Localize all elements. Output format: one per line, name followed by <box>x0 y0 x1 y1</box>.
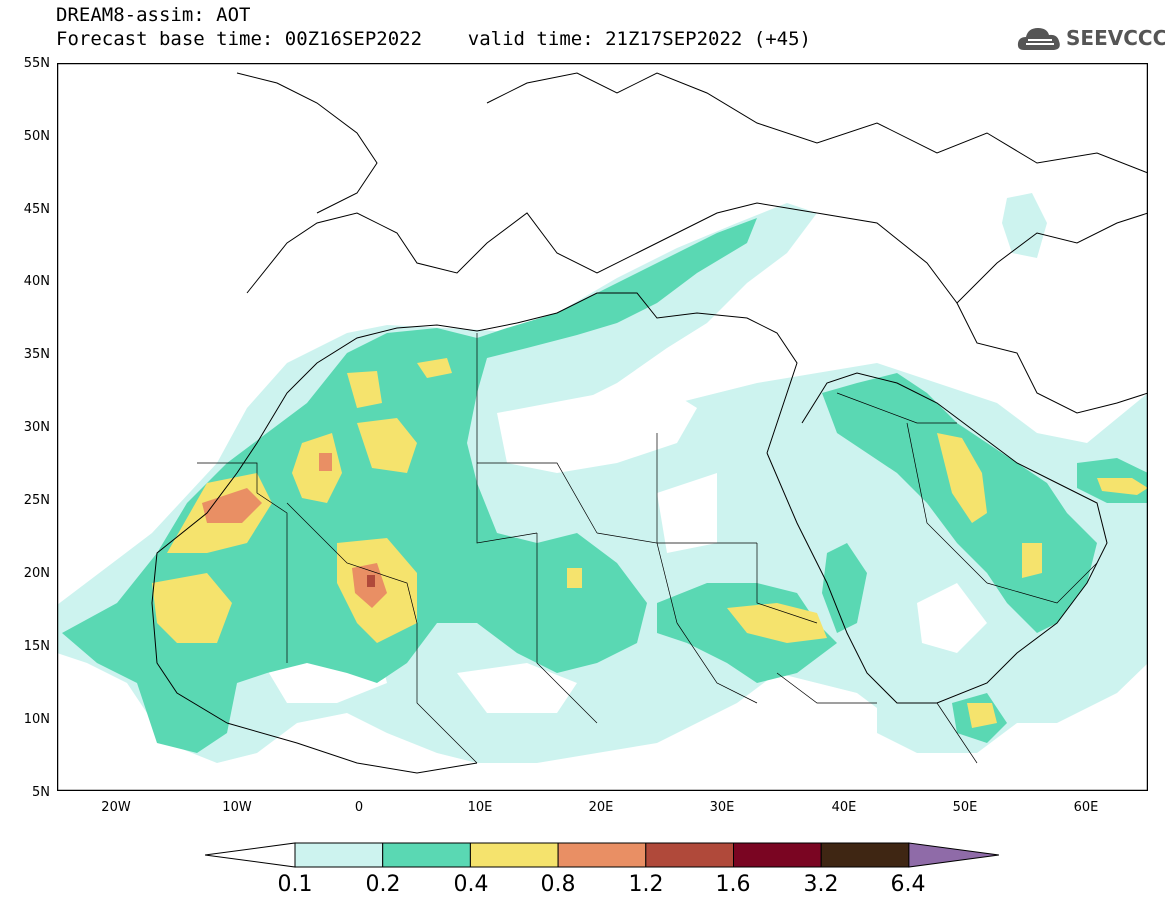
lon-label: 10E <box>467 800 493 815</box>
lon-label: 20W <box>101 800 131 815</box>
lat-label: 30N <box>23 420 50 435</box>
lon-label: 10W <box>222 800 252 815</box>
aot-map <box>57 63 1148 791</box>
lon-label: 30E <box>709 800 735 815</box>
lon-label: 20E <box>588 800 614 815</box>
logo-text: SEEVCCC <box>1066 26 1165 50</box>
forecast-times: Forecast base time: 00Z16SEP2022 valid t… <box>56 28 811 50</box>
lat-label: 45N <box>23 202 50 217</box>
colorbar-swatch <box>294 842 384 868</box>
colorbar-label: 0.1 <box>277 872 313 897</box>
map-border <box>57 63 1148 791</box>
lat-label: 50N <box>23 129 50 144</box>
lat-label: 10N <box>23 712 50 727</box>
colorbar-swatch <box>733 842 822 868</box>
lat-label: 5N <box>32 785 50 800</box>
lat-label: 25N <box>23 493 50 508</box>
colorbar-swatch <box>382 842 471 868</box>
lon-label: 0 <box>354 800 364 815</box>
colorbar-swatch <box>820 842 910 868</box>
lon-label: 40E <box>831 800 857 815</box>
colorbar-swatch <box>645 842 734 868</box>
lat-label: 35N <box>23 347 50 362</box>
coastlines <box>151 72 1148 774</box>
lat-label: 55N <box>23 56 50 71</box>
country-borders <box>197 333 1098 764</box>
colorbar-swatch <box>557 842 647 868</box>
colorbar-label: 0.4 <box>453 872 489 897</box>
colorbar-label: 0.2 <box>365 872 401 897</box>
lon-label: 60E <box>1073 800 1099 815</box>
colorbar-swatches <box>294 842 999 868</box>
aot-colorbar <box>205 842 999 868</box>
lat-label: 20N <box>23 566 50 581</box>
colorbar-swatch <box>469 842 559 868</box>
colorbar-label: 1.6 <box>715 872 751 897</box>
lat-label: 15N <box>23 639 50 654</box>
colorbar-label: 0.8 <box>540 872 576 897</box>
colorbar-label: 6.4 <box>890 872 926 897</box>
colorbar-under-arrow <box>205 842 296 868</box>
lon-label: 50E <box>952 800 978 815</box>
lat-label: 40N <box>23 274 50 289</box>
colorbar-label: 3.2 <box>803 872 839 897</box>
colorbar-over-arrow <box>908 842 999 868</box>
aot-band-1.2 <box>367 575 375 587</box>
colorbar-label: 1.2 <box>628 872 664 897</box>
cloud-logo-icon <box>1017 28 1060 50</box>
map-title: DREAM8-assim: AOT <box>56 4 251 26</box>
seevccc-logo: SEEVCCC <box>1016 22 1165 56</box>
